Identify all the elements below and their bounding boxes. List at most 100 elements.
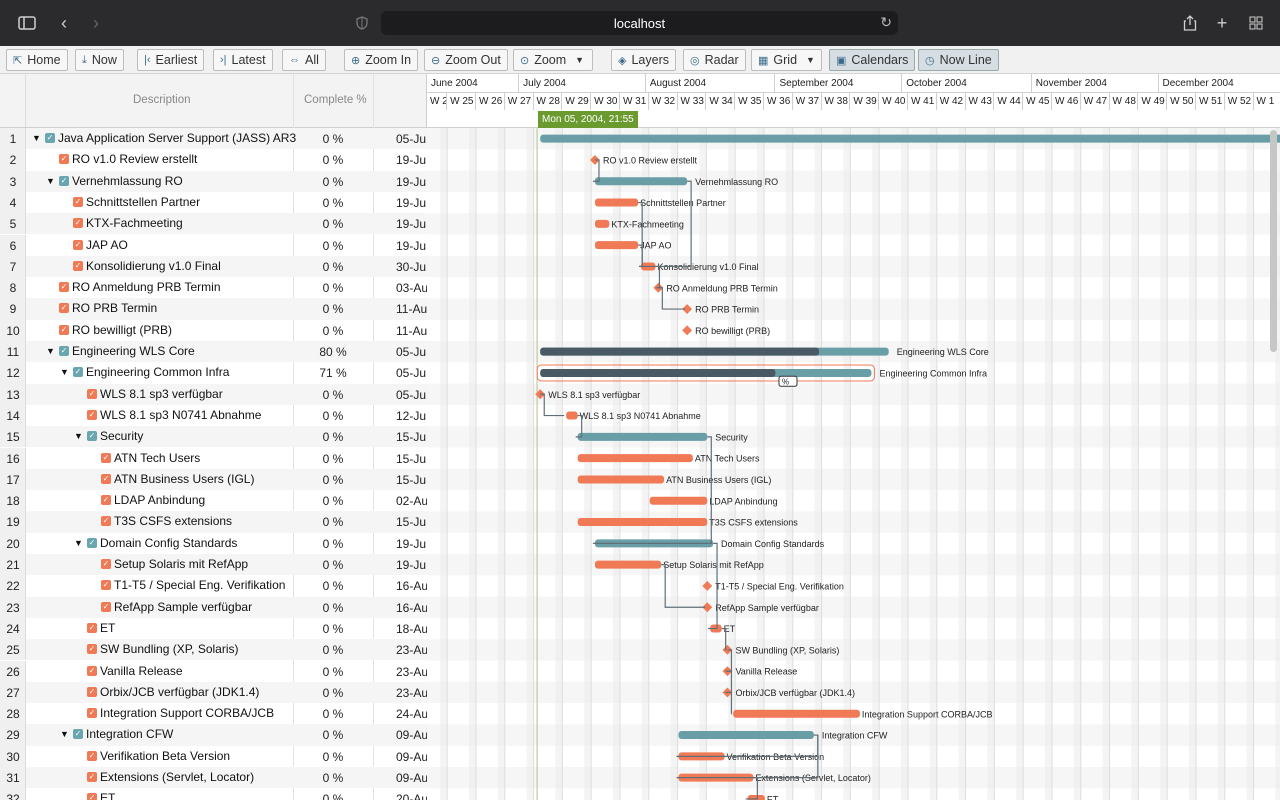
task-name[interactable]: RefApp Sample verfügbar <box>114 599 253 614</box>
task-name[interactable]: T1-T5 / Special Eng. Verifikation <box>114 578 286 593</box>
task-name[interactable]: Setup Solaris mit RefApp <box>114 557 249 571</box>
task-row[interactable]: 2 ✓ RO v1.0 Review erstellt 0 % 19-Ju <box>0 149 427 171</box>
task-name[interactable]: Vanilla Release <box>100 663 183 678</box>
task-start[interactable]: 03-Au <box>396 281 427 296</box>
bar-label[interactable]: Konsolidierung v1.0 Final <box>657 262 758 272</box>
task-start[interactable]: 19-Ju <box>396 238 427 253</box>
task-row[interactable]: 6 ✓ JAP AO 0 % 19-Ju <box>0 234 427 256</box>
back-icon[interactable]: ‹ <box>61 12 67 33</box>
calendars-toggle[interactable]: ▣ Calendars <box>829 49 916 71</box>
task-row[interactable]: 25 ✓ SW Bundling (XP, Solaris) 0 % 23-Au <box>0 639 427 661</box>
task-start[interactable]: 19-Ju <box>396 153 427 168</box>
task-name[interactable]: SW Bundling (XP, Solaris) <box>100 642 239 657</box>
task-name[interactable]: KTX-Fachmeeting <box>86 216 183 231</box>
task-start[interactable]: 20-Au <box>396 792 427 800</box>
task-start[interactable]: 05-Ju <box>396 132 427 146</box>
task-name[interactable]: Orbix/JCB verfügbar (JDK1.4) <box>100 684 260 699</box>
task-complete[interactable]: 0 % <box>322 579 344 594</box>
task-name[interactable]: WLS 8.1 sp3 verfügbar <box>100 386 223 401</box>
task-name[interactable]: ATN Tech Users <box>114 450 201 465</box>
bar-label[interactable]: Setup Solaris mit RefApp <box>663 560 764 570</box>
task-bar[interactable] <box>577 454 693 463</box>
collapse-toggle-icon[interactable]: ▼ <box>74 537 83 548</box>
task-name[interactable]: ATN Business Users (IGL) <box>114 471 255 486</box>
zoom-in-button[interactable]: ⊕ Zoom In <box>344 49 419 71</box>
milestone-marker[interactable] <box>682 325 693 336</box>
bar-label[interactable]: ATN Business Users (IGL) <box>666 475 771 485</box>
task-row[interactable]: 17 ✓ ATN Business Users (IGL) 0 % 15-Ju <box>0 468 427 491</box>
bar-label[interactable]: Integration CFW <box>822 731 888 741</box>
bar-label[interactable]: RefApp Sample verfügbar <box>715 603 819 613</box>
task-bar[interactable] <box>577 475 665 484</box>
bar-label[interactable]: RO v1.0 Review erstellt <box>603 155 698 165</box>
task-start[interactable]: 23-Au <box>396 685 427 700</box>
task-row[interactable]: 23 ✓ RefApp Sample verfügbar 0 % 16-Au <box>0 596 427 618</box>
address-bar[interactable]: localhost ↻ <box>381 11 898 35</box>
summary-bar[interactable] <box>540 134 1280 143</box>
task-start[interactable]: 19-Ju <box>396 217 427 232</box>
task-bar[interactable] <box>577 518 708 527</box>
collapse-toggle-icon[interactable]: ▼ <box>60 367 69 378</box>
task-name[interactable]: WLS 8.1 sp3 N0741 Abnahme <box>100 407 262 422</box>
share-icon[interactable] <box>1178 11 1202 35</box>
bar-label[interactable]: JAP AO <box>640 241 671 251</box>
collapse-toggle-icon[interactable]: ▼ <box>46 346 55 356</box>
task-start[interactable]: 19-Ju <box>396 558 427 572</box>
task-row[interactable]: 4 ✓ Schnittstellen Partner 0 % 19-Ju <box>0 191 427 214</box>
task-start[interactable]: 23-Au <box>396 664 427 679</box>
task-complete[interactable]: 0 % <box>322 621 344 636</box>
task-start[interactable]: 05-Ju <box>396 345 427 359</box>
task-complete[interactable]: 0 % <box>322 707 344 722</box>
task-name[interactable]: Security <box>100 429 144 444</box>
collapse-toggle-icon[interactable]: ▼ <box>60 729 69 740</box>
bar-label[interactable]: RO bewilligt (PRB) <box>695 326 770 336</box>
reload-icon[interactable]: ↻ <box>880 14 892 30</box>
task-start[interactable]: 18-Au <box>396 621 427 636</box>
zoom-out-button[interactable]: ⊖ Zoom Out <box>424 49 508 71</box>
task-name[interactable]: Domain Config Standards <box>100 535 238 550</box>
bar-label[interactable]: T1-T5 / Special Eng. Verifikation <box>715 581 844 591</box>
task-start[interactable]: 16-Au <box>396 600 427 615</box>
bar-label[interactable]: Security <box>715 432 748 442</box>
task-row[interactable]: 22 ✓ T1-T5 / Special Eng. Verifikation 0 % 1… <box>0 575 427 597</box>
milestone-marker[interactable] <box>702 581 713 591</box>
all-button[interactable]: ⇔ All <box>282 49 326 71</box>
bar-label[interactable]: Engineering WLS Core <box>897 347 989 357</box>
task-complete[interactable]: 0 % <box>322 408 344 423</box>
summary-bar-progress[interactable] <box>540 347 820 356</box>
task-complete[interactable]: 0 % <box>322 174 344 189</box>
task-complete[interactable]: 0 % <box>322 771 344 785</box>
now-line-toggle[interactable]: ◷ Now Line <box>918 49 999 71</box>
bar-label[interactable]: RO Anmeldung PRB Termin <box>666 283 777 293</box>
milestone-marker[interactable] <box>682 304 693 314</box>
task-start[interactable]: 11-Au <box>396 302 427 317</box>
collapse-toggle-icon[interactable]: ▼ <box>74 431 83 442</box>
task-bar[interactable] <box>649 496 708 505</box>
vertical-scrollbar[interactable] <box>1270 130 1277 352</box>
task-start[interactable]: 15-Ju <box>396 472 427 487</box>
task-start[interactable]: 09-Au <box>396 728 427 743</box>
task-row[interactable]: 3 ▼ ✓ Vernehmlassung RO 0 % 19-Ju <box>0 170 427 192</box>
task-name[interactable]: Java Application Server Support (JASS) A… <box>58 131 297 145</box>
task-start[interactable]: 05-Ju <box>396 387 427 402</box>
task-row[interactable]: 18 ✓ LDAP Anbindung 0 % 02-Au <box>0 490 427 512</box>
task-complete[interactable]: 0 % <box>322 472 344 487</box>
radar-button[interactable]: ◎ Radar <box>683 49 746 71</box>
task-start[interactable]: 15-Ju <box>396 515 427 530</box>
collapse-toggle-icon[interactable]: ▼ <box>46 175 55 186</box>
selected-bar-outline[interactable] <box>536 364 875 382</box>
task-row[interactable]: 19 ✓ T3S CSFS extensions 0 % 15-Ju <box>0 511 427 533</box>
bar-label[interactable]: ATN Tech Users <box>695 454 760 464</box>
task-row[interactable]: 10 ✓ RO bewilligt (PRB) 0 % 11-Au <box>0 319 427 341</box>
task-complete[interactable]: 80 % <box>319 345 347 359</box>
summary-bar[interactable] <box>594 177 688 186</box>
task-row[interactable]: 24 ✓ ET 0 % 18-Au <box>0 617 427 640</box>
task-bar[interactable] <box>594 198 639 207</box>
bar-label[interactable]: T3S CSFS extensions <box>709 518 798 528</box>
now-button[interactable]: ⤓ Now <box>75 49 124 71</box>
bar-label[interactable]: ET <box>767 794 779 800</box>
task-name[interactable]: Vernehmlassung RO <box>72 173 183 188</box>
bar-label[interactable]: KTX-Fachmeeting <box>611 219 684 229</box>
bar-label[interactable]: Vanilla Release <box>735 667 797 677</box>
zoom-dropdown[interactable]: ⊙ Zoom ▼ <box>513 49 593 71</box>
